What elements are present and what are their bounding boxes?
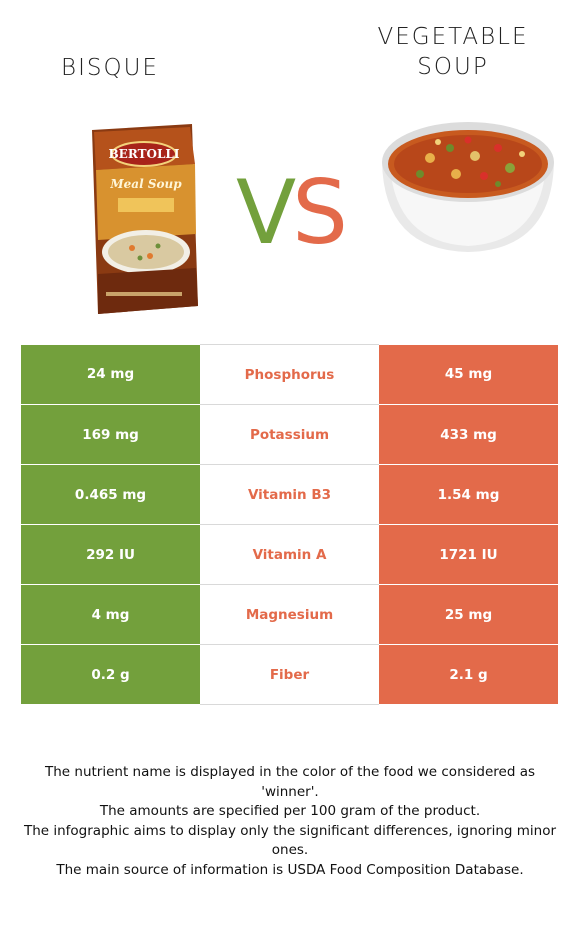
- nutrient-name: Phosphorus: [200, 344, 379, 405]
- right-value: 1721 IU: [379, 524, 558, 585]
- note-source: The main source of information is USDA F…: [56, 861, 524, 878]
- right-value: 2.1 g: [379, 644, 558, 705]
- nutrient-name: Magnesium: [200, 584, 379, 645]
- table-row: 24 mg Phosphorus 45 mg: [21, 344, 558, 405]
- versus-s: S: [292, 161, 348, 264]
- left-value: 4 mg: [21, 584, 200, 645]
- left-food-title: BISQUE: [20, 53, 200, 83]
- right-value: 45 mg: [379, 344, 558, 405]
- right-value: 433 mg: [379, 404, 558, 465]
- table-row: 0.2 g Fiber 2.1 g: [21, 644, 558, 705]
- versus-label: VS: [220, 168, 360, 258]
- note-amounts: The amounts are specified per 100 gram o…: [99, 803, 481, 819]
- left-value: 24 mg: [21, 344, 200, 405]
- note-scope: The infographic aims to display only the…: [23, 822, 557, 859]
- comparison-table: 24 mg Phosphorus 45 mg 169 mg Potassium 433 m…: [21, 344, 558, 705]
- left-value: 169 mg: [21, 404, 200, 465]
- nutrient-name: Fiber: [200, 644, 379, 705]
- nutrient-name: Vitamin A: [200, 524, 379, 585]
- soup-bowl-icon: [382, 122, 554, 252]
- nutrient-name: Vitamin B3: [200, 464, 379, 525]
- table-row: 292 IU Vitamin A 1721 IU: [21, 524, 558, 585]
- box-product: Meal Soup: [109, 177, 182, 191]
- left-value: 0.465 mg: [21, 464, 200, 525]
- right-value: 25 mg: [379, 584, 558, 645]
- box-brand: BERTOLLI: [109, 147, 180, 161]
- right-food-title: VEGETABLE SOUP: [363, 22, 543, 82]
- soup-carton-icon: BERTOLLI Meal Soup: [92, 124, 198, 314]
- left-value: 292 IU: [21, 524, 200, 585]
- nutrient-name: Potassium: [200, 404, 379, 465]
- left-value: 0.2 g: [21, 644, 200, 705]
- versus-v: V: [235, 161, 296, 264]
- right-food-name-line2: SOUP: [417, 54, 489, 80]
- table-row: 169 mg Potassium 433 mg: [21, 404, 558, 465]
- note-winner: The nutrient name is displayed in the co…: [44, 764, 536, 800]
- table-row: 4 mg Magnesium 25 mg: [21, 584, 558, 645]
- footnotes: The nutrient name is displayed in the co…: [20, 763, 560, 880]
- left-food-name: BISQUE: [61, 55, 159, 81]
- table-row: 0.465 mg Vitamin B3 1.54 mg: [21, 464, 558, 525]
- right-value: 1.54 mg: [379, 464, 558, 525]
- right-food-name-line1: VEGETABLE: [377, 24, 529, 50]
